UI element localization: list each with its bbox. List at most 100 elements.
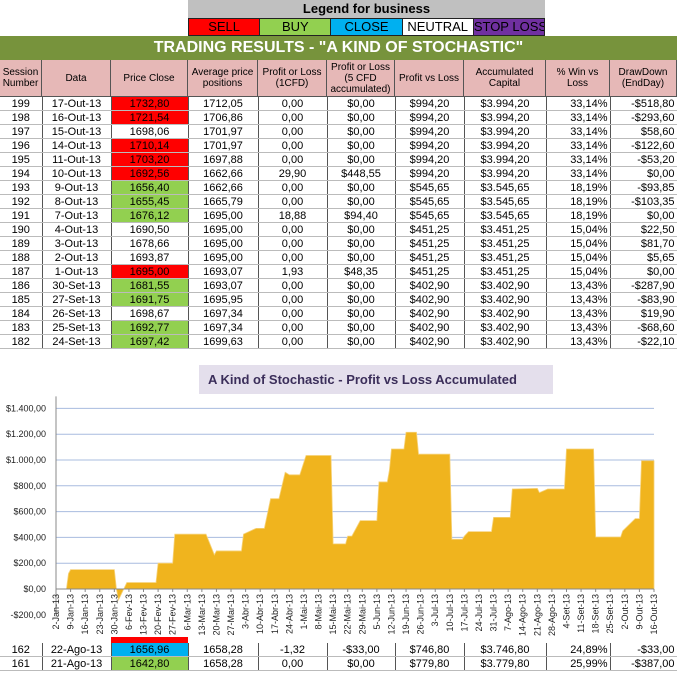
average-price-cell[interactable]: 1697,34	[188, 306, 259, 321]
average-price-cell[interactable]: 1699,63	[188, 334, 259, 349]
session-number-cell[interactable]: 185	[0, 292, 43, 307]
profit-vs-loss-cell[interactable]: $402,90	[395, 278, 465, 293]
average-price-cell[interactable]: 1662,66	[188, 180, 259, 195]
average-price-cell[interactable]: 1695,95	[188, 292, 259, 307]
session-number-cell[interactable]: 187	[0, 264, 43, 279]
accumulated-capital-cell[interactable]: $3.994,20	[464, 124, 547, 139]
win-vs-loss-cell[interactable]: 18,19%	[546, 180, 611, 195]
date-cell[interactable]: 24-Set-13	[42, 334, 112, 349]
profit-loss-5cfd-cell[interactable]: $48,35	[327, 264, 396, 279]
profit-loss-1cfd-cell[interactable]: 0,00	[258, 656, 328, 671]
accumulated-capital-cell[interactable]: $3.994,20	[464, 138, 547, 153]
win-vs-loss-cell[interactable]: 15,04%	[546, 264, 611, 279]
profit-loss-1cfd-cell[interactable]: 29,90	[258, 166, 328, 181]
price-close-cell[interactable]: 1678,66	[111, 236, 189, 251]
drawdown-cell[interactable]: -$122,60	[610, 138, 677, 153]
drawdown-cell[interactable]: $5,65	[610, 250, 677, 265]
date-cell[interactable]: 8-Out-13	[42, 194, 112, 209]
win-vs-loss-cell[interactable]: 13,43%	[546, 334, 611, 349]
win-vs-loss-cell[interactable]: 33,14%	[546, 166, 611, 181]
average-price-cell[interactable]: 1695,00	[188, 250, 259, 265]
average-price-cell[interactable]: 1658,28	[188, 656, 259, 671]
price-close-cell[interactable]: 1676,12	[111, 208, 189, 223]
profit-loss-1cfd-cell[interactable]: 0,00	[258, 110, 328, 125]
profit-vs-loss-cell[interactable]: $994,20	[395, 97, 465, 111]
session-number-cell[interactable]: 182	[0, 334, 43, 349]
profit-vs-loss-cell[interactable]: $994,20	[395, 152, 465, 167]
profit-loss-1cfd-cell[interactable]: 0,00	[258, 236, 328, 251]
profit-loss-5cfd-cell[interactable]: $0,00	[327, 320, 396, 335]
profit-vs-loss-cell[interactable]: $402,90	[395, 334, 465, 349]
profit-vs-loss-cell[interactable]: $402,90	[395, 292, 465, 307]
win-vs-loss-cell[interactable]: 33,14%	[546, 124, 611, 139]
session-number-cell[interactable]: 190	[0, 222, 43, 237]
profit-loss-1cfd-cell[interactable]: 0,00	[258, 334, 328, 349]
win-vs-loss-cell[interactable]: 25,99%	[546, 656, 611, 671]
profit-loss-5cfd-cell[interactable]: $0,00	[327, 110, 396, 125]
profit-loss-1cfd-cell[interactable]: 0,00	[258, 222, 328, 237]
drawdown-cell[interactable]: -$22,10	[610, 334, 677, 349]
drawdown-cell[interactable]: $81,70	[610, 236, 677, 251]
accumulated-capital-cell[interactable]: $3.402,90	[464, 320, 547, 335]
drawdown-cell[interactable]: $58,60	[610, 124, 677, 139]
average-price-cell[interactable]: 1695,00	[188, 236, 259, 251]
profit-vs-loss-cell[interactable]: $746,80	[395, 643, 465, 657]
accumulated-capital-cell[interactable]: $3.451,25	[464, 264, 547, 279]
profit-vs-loss-cell[interactable]: $994,20	[395, 138, 465, 153]
accumulated-capital-cell[interactable]: $3.402,90	[464, 292, 547, 307]
accumulated-capital-cell[interactable]: $3.994,20	[464, 166, 547, 181]
win-vs-loss-cell[interactable]: 33,14%	[546, 138, 611, 153]
win-vs-loss-cell[interactable]: 18,19%	[546, 194, 611, 209]
price-close-cell[interactable]: 1642,80	[111, 656, 189, 671]
average-price-cell[interactable]: 1693,07	[188, 278, 259, 293]
price-close-cell[interactable]: 1732,80	[111, 97, 189, 111]
drawdown-cell[interactable]: -$83,90	[610, 292, 677, 307]
accumulated-capital-cell[interactable]: $3.451,25	[464, 250, 547, 265]
profit-loss-1cfd-cell[interactable]: 0,00	[258, 306, 328, 321]
profit-vs-loss-cell[interactable]: $994,20	[395, 110, 465, 125]
win-vs-loss-cell[interactable]: 13,43%	[546, 320, 611, 335]
drawdown-cell[interactable]: $0,00	[610, 264, 677, 279]
profit-vs-loss-cell[interactable]: $545,65	[395, 208, 465, 223]
profit-vs-loss-cell[interactable]: $994,20	[395, 124, 465, 139]
profit-loss-1cfd-cell[interactable]: 18,88	[258, 208, 328, 223]
accumulated-capital-cell[interactable]: $3.545,65	[464, 180, 547, 195]
profit-vs-loss-cell[interactable]: $402,90	[395, 320, 465, 335]
average-price-cell[interactable]: 1693,07	[188, 264, 259, 279]
profit-loss-1cfd-cell[interactable]: 0,00	[258, 124, 328, 139]
profit-loss-5cfd-cell[interactable]: $0,00	[327, 138, 396, 153]
drawdown-cell[interactable]: -$93,85	[610, 180, 677, 195]
drawdown-cell[interactable]: -$387,00	[610, 656, 677, 671]
average-price-cell[interactable]: 1662,66	[188, 166, 259, 181]
profit-loss-5cfd-cell[interactable]: $0,00	[327, 236, 396, 251]
accumulated-capital-cell[interactable]: $3.451,25	[464, 236, 547, 251]
accumulated-capital-cell[interactable]: $3.451,25	[464, 222, 547, 237]
profit-loss-1cfd-cell[interactable]: 0,00	[258, 152, 328, 167]
average-price-cell[interactable]: 1701,97	[188, 124, 259, 139]
profit-vs-loss-cell[interactable]: $779,80	[395, 656, 465, 671]
price-close-cell[interactable]: 1692,56	[111, 166, 189, 181]
date-cell[interactable]: 2-Out-13	[42, 250, 112, 265]
date-cell[interactable]: 26-Set-13	[42, 306, 112, 321]
drawdown-cell[interactable]: -$53,20	[610, 152, 677, 167]
price-close-cell[interactable]: 1721,54	[111, 110, 189, 125]
profit-loss-1cfd-cell[interactable]: -1,32	[258, 643, 328, 657]
drawdown-cell[interactable]: -$33,00	[610, 643, 677, 657]
price-close-cell[interactable]: 1710,14	[111, 138, 189, 153]
average-price-cell[interactable]: 1665,79	[188, 194, 259, 209]
profit-loss-1cfd-cell[interactable]: 0,00	[258, 180, 328, 195]
profit-vs-loss-cell[interactable]: $545,65	[395, 180, 465, 195]
profit-chart[interactable]: A Kind of Stochastic - Profit vs Loss Ac…	[0, 358, 672, 637]
session-number-cell[interactable]: 193	[0, 180, 43, 195]
profit-vs-loss-cell[interactable]: $451,25	[395, 222, 465, 237]
price-close-cell[interactable]: 1698,06	[111, 124, 189, 139]
price-close-cell[interactable]: 1656,40	[111, 180, 189, 195]
date-cell[interactable]: 16-Out-13	[42, 110, 112, 125]
session-number-cell[interactable]: 162	[0, 643, 43, 657]
drawdown-cell[interactable]: -$518,80	[610, 97, 677, 111]
profit-loss-5cfd-cell[interactable]: $0,00	[327, 278, 396, 293]
profit-loss-5cfd-cell[interactable]: $0,00	[327, 97, 396, 111]
session-number-cell[interactable]: 194	[0, 166, 43, 181]
date-cell[interactable]: 14-Out-13	[42, 138, 112, 153]
accumulated-capital-cell[interactable]: $3.545,65	[464, 208, 547, 223]
